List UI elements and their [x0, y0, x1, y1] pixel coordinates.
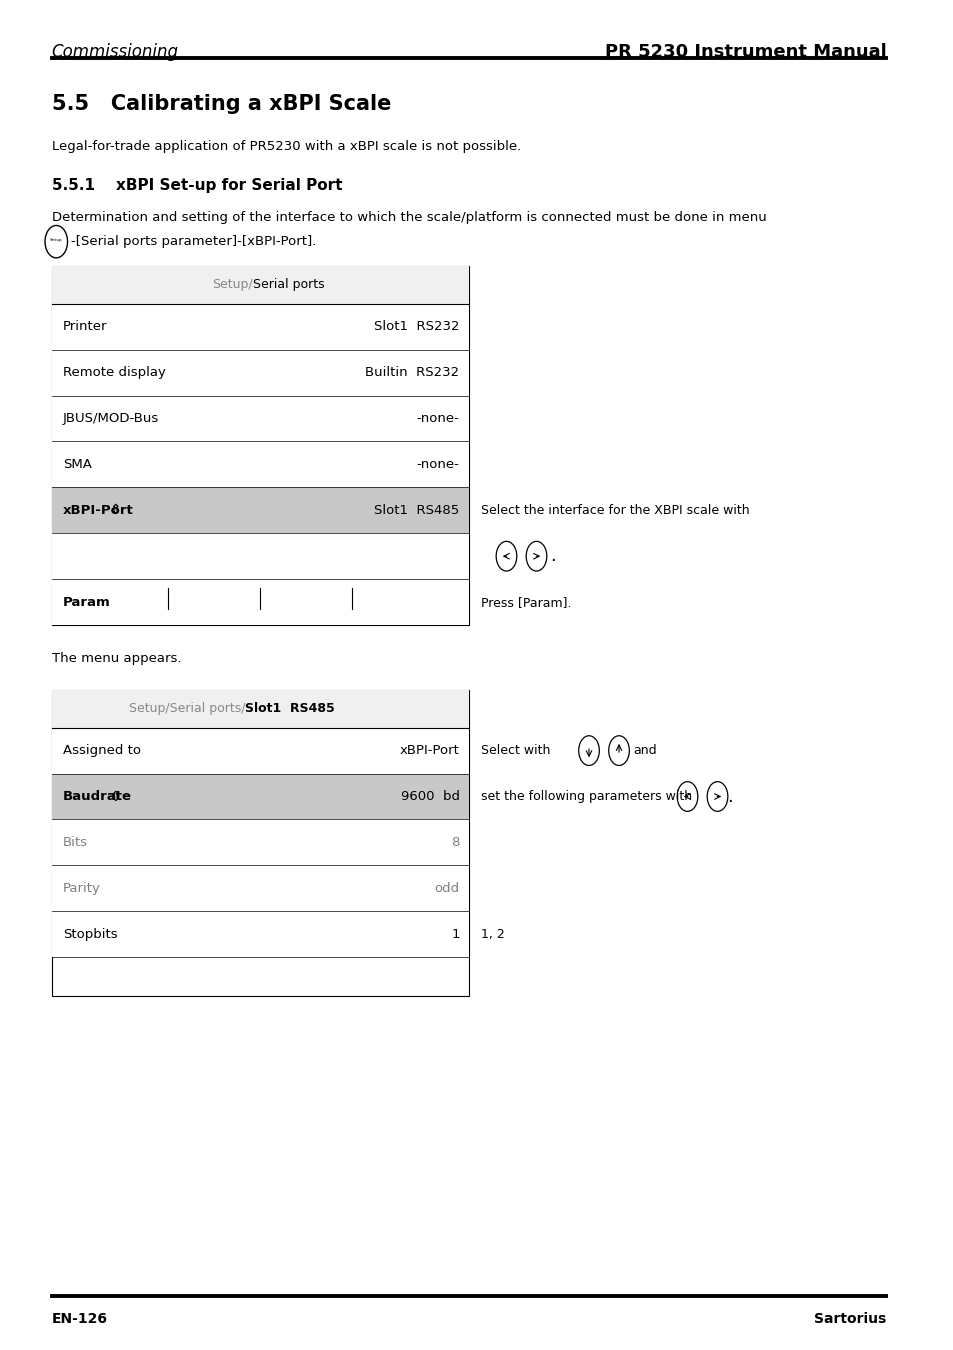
- Text: 8: 8: [451, 836, 459, 849]
- Text: Assigned to: Assigned to: [63, 744, 141, 757]
- Bar: [51, 304, 469, 350]
- Text: Slot1  RS232: Slot1 RS232: [374, 320, 459, 333]
- Bar: [51, 487, 469, 533]
- Text: EN-126: EN-126: [51, 1312, 108, 1326]
- Bar: [51, 690, 469, 996]
- Text: JBUS/MOD-Bus: JBUS/MOD-Bus: [63, 412, 159, 425]
- Bar: [51, 350, 469, 396]
- Text: Determination and setting of the interface to which the scale/platform is connec: Determination and setting of the interfa…: [51, 211, 765, 224]
- Text: 9600  bd: 9600 bd: [400, 790, 459, 803]
- Bar: [51, 441, 469, 487]
- Text: and: and: [633, 744, 656, 757]
- Text: Setup/: Setup/: [212, 278, 253, 292]
- Bar: [51, 579, 469, 625]
- Text: .: .: [726, 787, 732, 806]
- Bar: [51, 533, 469, 579]
- Text: Press [Param].: Press [Param].: [480, 595, 571, 609]
- Text: Param: Param: [63, 595, 111, 609]
- Bar: [51, 266, 469, 625]
- Text: Slot1  RS485: Slot1 RS485: [374, 504, 459, 517]
- Bar: [51, 819, 469, 865]
- Text: 1: 1: [451, 927, 459, 941]
- Bar: [51, 728, 469, 774]
- Text: 5.5   Calibrating a xBPI Scale: 5.5 Calibrating a xBPI Scale: [51, 95, 391, 115]
- Text: ⇕: ⇕: [110, 790, 121, 803]
- Text: Setup: Setup: [50, 239, 63, 242]
- Text: Sartorius: Sartorius: [813, 1312, 885, 1326]
- Text: Slot1  RS485: Slot1 RS485: [245, 702, 335, 716]
- Text: Bits: Bits: [63, 836, 88, 849]
- Bar: [51, 865, 469, 911]
- Text: set the following parameters with: set the following parameters with: [480, 790, 692, 803]
- Text: Baudrate: Baudrate: [63, 790, 132, 803]
- Bar: [51, 396, 469, 441]
- Text: Serial ports: Serial ports: [253, 278, 324, 292]
- Text: ⇕: ⇕: [110, 504, 121, 517]
- Text: -[Serial ports parameter]-[xBPI-Port].: -[Serial ports parameter]-[xBPI-Port].: [71, 235, 316, 248]
- Text: xBPI-Port: xBPI-Port: [63, 504, 133, 517]
- Text: odd: odd: [434, 882, 459, 895]
- Bar: [51, 911, 469, 957]
- Text: 5.5.1    xBPI Set-up for Serial Port: 5.5.1 xBPI Set-up for Serial Port: [51, 178, 342, 193]
- Text: Remote display: Remote display: [63, 366, 166, 379]
- Text: The menu appears.: The menu appears.: [51, 652, 181, 666]
- Text: Select the interface for the XBPI scale with: Select the interface for the XBPI scale …: [480, 504, 749, 517]
- Text: .: .: [550, 547, 556, 566]
- Text: Commissioning: Commissioning: [51, 43, 178, 61]
- Text: PR 5230 Instrument Manual: PR 5230 Instrument Manual: [604, 43, 885, 61]
- Bar: [51, 690, 469, 728]
- Text: 1, 2: 1, 2: [480, 927, 504, 941]
- Text: Setup/Serial ports/: Setup/Serial ports/: [129, 702, 245, 716]
- Text: Select with: Select with: [480, 744, 550, 757]
- Text: xBPI-Port: xBPI-Port: [399, 744, 459, 757]
- Bar: [51, 774, 469, 819]
- Bar: [51, 266, 469, 304]
- Text: -none-: -none-: [416, 412, 459, 425]
- Text: SMA: SMA: [63, 458, 91, 471]
- Text: Printer: Printer: [63, 320, 108, 333]
- Text: Stopbits: Stopbits: [63, 927, 117, 941]
- Text: Parity: Parity: [63, 882, 101, 895]
- Text: Legal-for-trade application of PR5230 with a xBPI scale is not possible.: Legal-for-trade application of PR5230 wi…: [51, 140, 520, 154]
- Text: -none-: -none-: [416, 458, 459, 471]
- Text: Builtin  RS232: Builtin RS232: [365, 366, 459, 379]
